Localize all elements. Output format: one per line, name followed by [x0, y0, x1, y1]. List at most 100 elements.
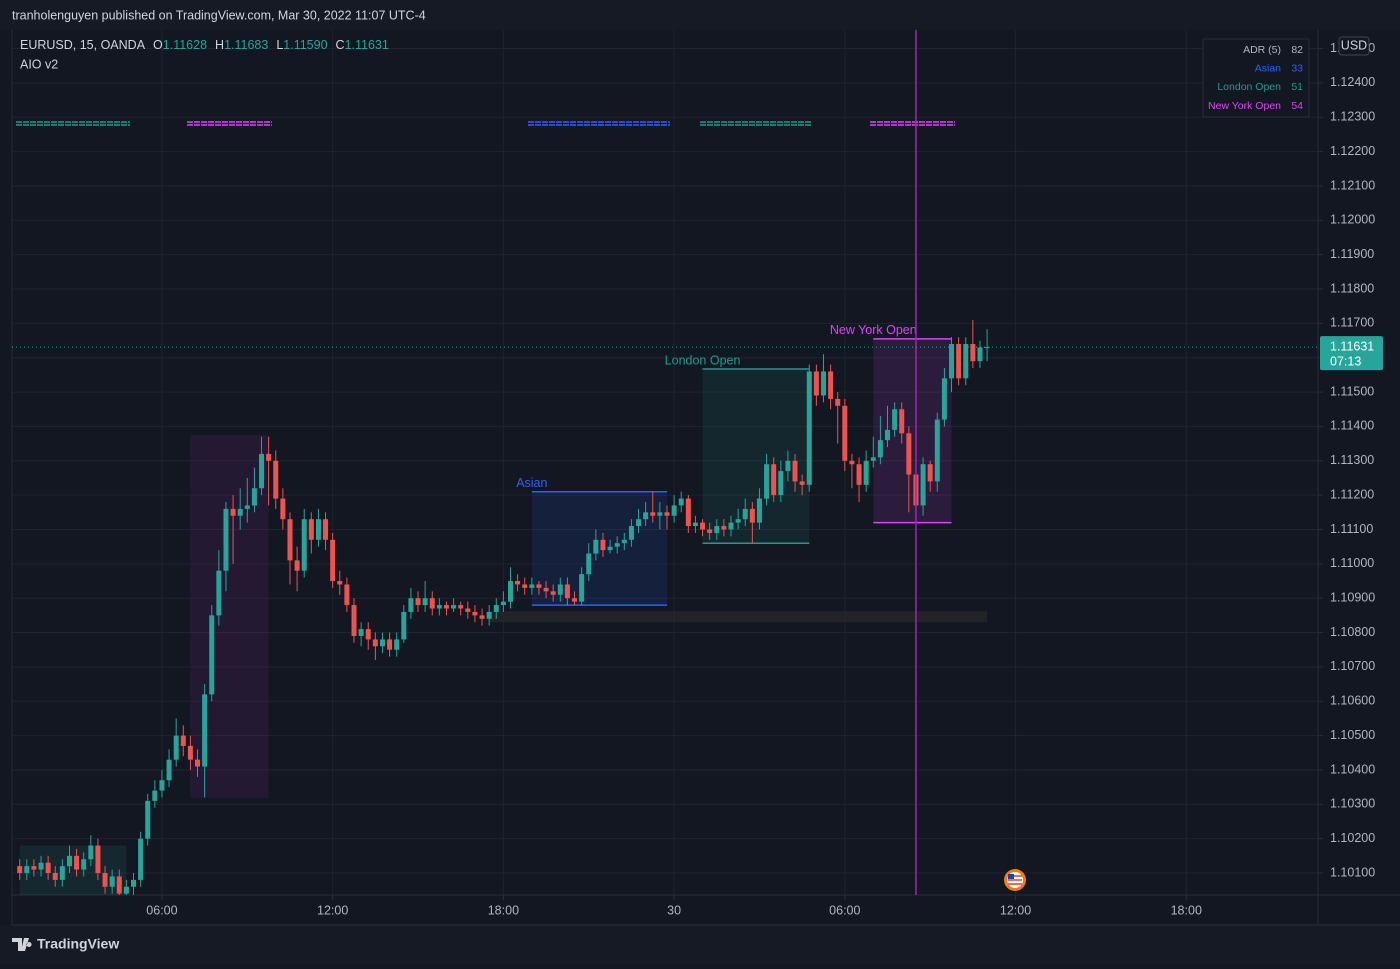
candle-body [351, 605, 357, 636]
candle-body [95, 845, 101, 874]
candle-body [885, 429, 891, 441]
candle-body [600, 539, 606, 551]
ohlc-key: C [336, 38, 345, 52]
candle-body [828, 371, 834, 399]
candle-body [379, 639, 385, 647]
candle-body [835, 398, 841, 406]
candle-body [52, 873, 58, 880]
candle-body [721, 526, 727, 530]
candle-body [216, 570, 222, 616]
candle-body [756, 498, 762, 523]
y-tick-label: 1.10100 [1330, 865, 1375, 879]
candle-body [678, 498, 684, 506]
candle-body [628, 526, 634, 540]
candle-body [586, 553, 592, 575]
candle-body [209, 615, 215, 695]
last-price-label: 1.11631 [1330, 339, 1374, 353]
candle-body [479, 615, 485, 619]
candle-body [401, 611, 407, 640]
candle-body [507, 581, 513, 602]
y-tick-label: 1.10300 [1330, 797, 1375, 811]
candle-body [863, 460, 869, 485]
candle-body [892, 409, 898, 430]
adr-table [1202, 38, 1310, 118]
session-label: London Open [665, 353, 741, 367]
candle-body [920, 464, 926, 506]
adr-value: 82 [1291, 44, 1303, 56]
candle-body [408, 598, 414, 612]
y-tick-label: 1.11900 [1330, 247, 1374, 261]
candle-body [166, 759, 172, 781]
candle-body [671, 505, 677, 516]
candle-body [465, 608, 471, 612]
y-tick-label: 1.11700 [1330, 316, 1374, 330]
candle-body [365, 629, 371, 640]
candle-body [877, 440, 883, 458]
candle-body [579, 574, 585, 602]
candle-body [17, 866, 23, 874]
candle-body [543, 587, 549, 592]
candle-body [785, 460, 791, 472]
candle-body [152, 790, 158, 801]
candle-body [387, 639, 393, 650]
candle-body [458, 605, 464, 609]
candle-body [778, 471, 784, 496]
candle-body [180, 735, 186, 746]
candle-body [31, 866, 37, 870]
candle-body [806, 371, 812, 485]
candle-body [358, 629, 364, 636]
candle-body [820, 371, 826, 396]
candle-body [436, 605, 442, 609]
candle-body [742, 508, 748, 520]
candle-body [244, 505, 250, 509]
y-tick-label: 1.10700 [1330, 659, 1375, 673]
candle-body [799, 481, 805, 485]
candle-body [842, 405, 848, 461]
y-tick-label: 1.11400 [1330, 419, 1374, 433]
y-tick-label: 1.11200 [1330, 487, 1374, 501]
adr-value: 54 [1291, 100, 1303, 112]
y-tick-label: 1.10500 [1330, 728, 1375, 742]
candle-body [664, 512, 670, 516]
candle-body [116, 876, 122, 894]
candle-body [856, 464, 862, 485]
candle-body [486, 611, 492, 619]
y-tick-label: 1.11100 [1330, 522, 1373, 536]
candle-body [451, 605, 457, 609]
candle-body [657, 512, 663, 516]
candle-body [500, 601, 506, 606]
symbol: EURUSD, 15, OANDA [20, 38, 146, 52]
bottom-bar [0, 925, 1400, 964]
candle-body [636, 519, 642, 527]
y-tick-label: 1.11000 [1330, 556, 1374, 570]
candle-body [323, 519, 329, 540]
x-tick-label: 18:00 [488, 903, 519, 917]
currency-button[interactable] [1338, 36, 1370, 56]
published-line: tranholenguyen published on TradingView.… [12, 8, 426, 22]
candle-body [130, 879, 136, 887]
candle-body [572, 598, 578, 602]
candle-body [792, 460, 798, 482]
indicator-name: AIO v2 [20, 57, 58, 71]
ohlc-value: 1.11683 [224, 38, 268, 52]
candle-body [963, 343, 969, 379]
y-tick-label: 1.12400 [1330, 75, 1375, 89]
candle-body [173, 735, 179, 760]
price-zone [489, 611, 988, 623]
candle-body [301, 519, 307, 571]
candle-body [564, 584, 570, 599]
candle-body [237, 508, 243, 516]
x-tick-label: 30 [667, 903, 681, 917]
ohlc-value: 1.11631 [345, 38, 389, 52]
candle-body [899, 409, 905, 434]
x-tick-label: 06:00 [146, 903, 177, 917]
candle-body [764, 464, 770, 499]
candle-body [266, 453, 272, 461]
axes: 1.10100 1.10200 1.10300 1.10400 1.10500 1.106… [146, 36, 1383, 917]
candle-body [472, 611, 478, 616]
candle-body [771, 464, 777, 496]
candle-body [849, 460, 855, 465]
candle-body [493, 605, 499, 612]
candle-body [308, 519, 314, 540]
y-tick-label: 1.10600 [1330, 694, 1375, 708]
